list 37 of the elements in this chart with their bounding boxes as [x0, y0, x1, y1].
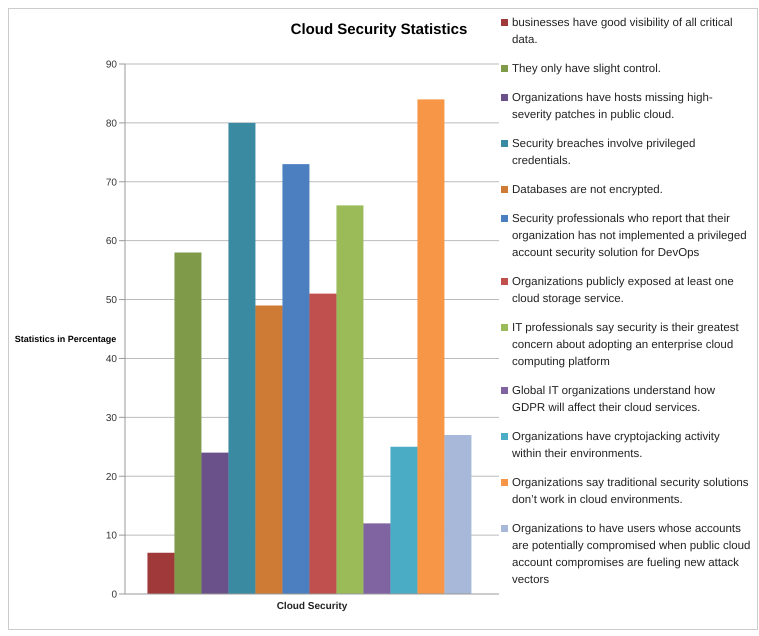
legend-label: Organizations have cryptojacking activity within their environments.: [512, 430, 721, 462]
y-axis-title: Statistics in Percentage: [14, 334, 118, 344]
y-tick-label: 40: [106, 354, 118, 365]
legend-label: Global IT organizations understand how GDPR will affect their cloud services.: [512, 384, 716, 416]
bar: [309, 294, 336, 594]
legend-label: Organizations say traditional security solutions don’t work in cloud environments.: [512, 476, 750, 508]
y-tick-label: 90: [106, 60, 118, 71]
bar: [390, 446, 418, 594]
y-tick-label: 60: [106, 236, 118, 248]
bar: [417, 99, 444, 594]
legend-label: Databases are not encrypted.: [512, 183, 663, 198]
bar: [201, 452, 228, 594]
x-tick-label: Cloud Security: [276, 601, 348, 612]
bar: [282, 164, 310, 594]
bar: [228, 122, 256, 594]
legend-label: businesses have good visibility of all critical data.: [512, 16, 734, 48]
y-tick-label: 50: [106, 295, 118, 306]
chart-title: Cloud Security Statistics: [290, 21, 468, 38]
y-tick-label: 10: [106, 530, 118, 542]
bar: [147, 552, 174, 594]
bar: [174, 252, 202, 594]
y-tick-label: 70: [106, 177, 118, 188]
y-tick-label: 80: [106, 118, 118, 130]
y-tick-label: 0: [111, 590, 118, 601]
legend-label: Security professionals who report that their organization has not implemented a privileged account security solution for DevOps: [512, 212, 748, 261]
bar: [336, 205, 364, 594]
bar: [255, 305, 282, 594]
bar: [444, 435, 472, 594]
legend-label: Organizations to have users whose accounts are potentially compromised when public cloud account compromises are fueling new attack vectors: [512, 522, 751, 588]
y-tick-label: 20: [106, 472, 118, 483]
legend-label: Security breaches involve privileged credentials.: [512, 137, 696, 169]
legend-label: Organizations have hosts missing high-severity patches in public cloud.: [512, 91, 714, 123]
y-tick-label: 30: [106, 412, 118, 424]
legend-label: Organizations publicly exposed at least one cloud storage service.: [512, 275, 735, 307]
bar: [363, 523, 390, 594]
legend-label: They only have slight control.: [512, 62, 661, 77]
legend-label: IT professionals say security is their greatest concern about adopting an enterprise cloud computing platform: [512, 321, 740, 370]
